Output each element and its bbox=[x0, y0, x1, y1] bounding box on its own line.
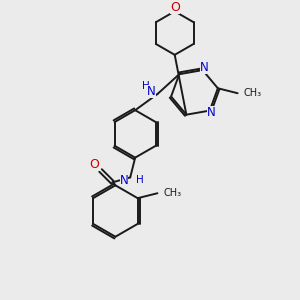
Text: H: H bbox=[136, 176, 144, 185]
Text: O: O bbox=[90, 158, 100, 171]
Text: N: N bbox=[207, 106, 216, 119]
Text: H: H bbox=[142, 81, 150, 91]
Text: O: O bbox=[170, 1, 180, 14]
Text: N: N bbox=[147, 85, 155, 98]
Text: CH₃: CH₃ bbox=[164, 188, 181, 198]
Text: CH₃: CH₃ bbox=[244, 88, 262, 98]
Text: N: N bbox=[200, 61, 209, 74]
Text: N: N bbox=[119, 174, 128, 187]
